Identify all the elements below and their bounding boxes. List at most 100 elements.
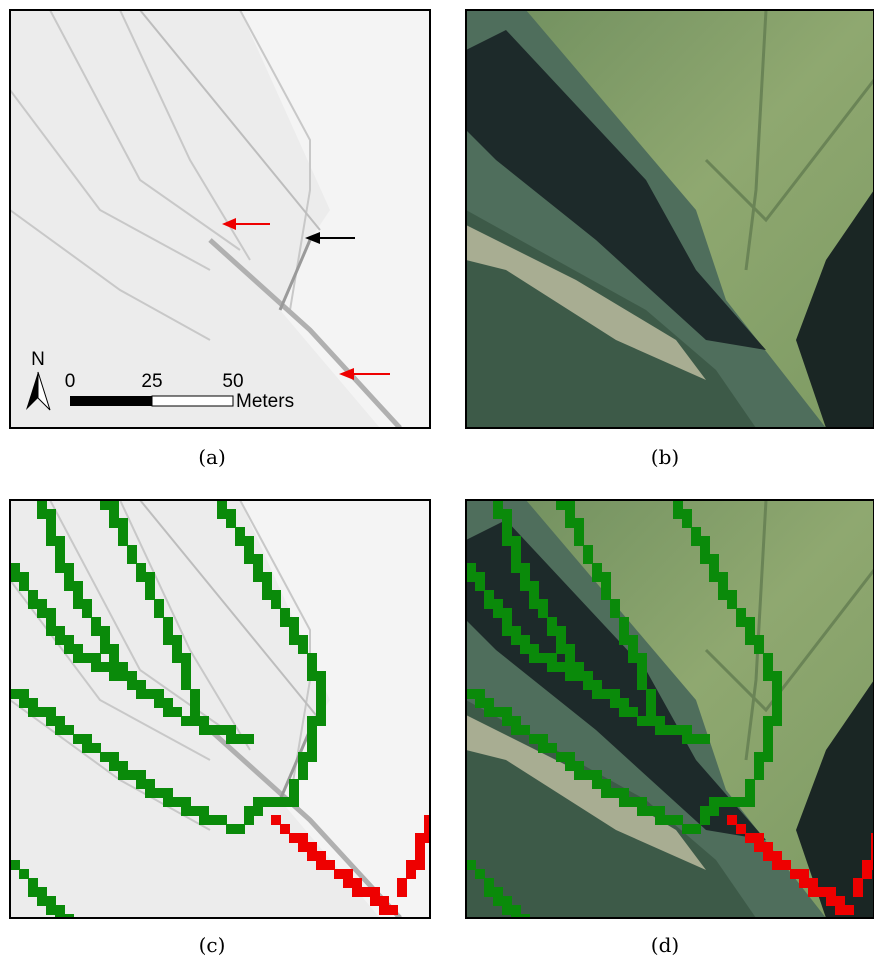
panel-b <box>466 10 874 428</box>
feature-pixel <box>280 824 290 834</box>
channel-pixel <box>610 599 620 609</box>
channel-pixel <box>109 518 119 528</box>
channel-pixel <box>502 905 512 915</box>
channel-pixel <box>280 608 290 618</box>
channel-pixel <box>718 581 728 591</box>
channel-pixel <box>28 707 38 717</box>
channel-pixel <box>511 716 521 726</box>
channel-pixel <box>574 536 584 546</box>
channel-pixel <box>190 689 200 699</box>
channel-pixel <box>316 689 326 699</box>
channel-pixel <box>289 617 299 627</box>
channel-pixel <box>208 815 218 825</box>
channel-pixel <box>127 545 137 555</box>
channel-pixel <box>163 797 173 807</box>
channel-pixel <box>28 590 38 600</box>
feature-pixel <box>415 833 425 843</box>
channel-pixel <box>646 689 656 699</box>
channel-pixel <box>154 788 164 798</box>
channel-pixel <box>529 734 539 744</box>
channel-pixel <box>628 653 638 663</box>
channel-pixel <box>772 671 782 681</box>
channel-pixel <box>307 734 317 744</box>
channel-pixel <box>754 761 764 771</box>
channel-pixel <box>118 671 128 681</box>
feature-pixel <box>835 905 845 915</box>
feature-pixel <box>298 842 308 852</box>
channel-pixel <box>46 509 56 519</box>
channel-pixel <box>73 734 83 744</box>
channel-pixel <box>466 689 476 699</box>
feature-pixel <box>307 842 317 852</box>
channel-pixel <box>709 554 719 564</box>
channel-pixel <box>91 743 101 753</box>
feature-pixel <box>307 851 317 861</box>
channel-pixel <box>253 806 263 816</box>
channel-pixel <box>118 536 128 546</box>
channel-pixel <box>298 761 308 771</box>
channel-pixel <box>136 680 146 690</box>
channel-pixel <box>700 815 710 825</box>
channel-pixel <box>700 806 710 816</box>
channel-pixel <box>316 671 326 681</box>
scale-label: 25 <box>141 371 162 392</box>
channel-pixel <box>493 500 503 510</box>
channel-pixel <box>583 671 593 681</box>
channel-pixel <box>511 536 521 546</box>
channel-pixel <box>199 815 209 825</box>
channel-pixel <box>55 725 65 735</box>
channel-pixel <box>493 896 503 906</box>
channel-pixel <box>529 581 539 591</box>
channel-pixel <box>172 653 182 663</box>
channel-pixel <box>511 563 521 573</box>
channel-pixel <box>691 536 701 546</box>
channel-pixel <box>574 761 584 771</box>
channel-pixel <box>763 662 773 672</box>
channel-pixel <box>163 788 173 798</box>
channel-pixel <box>226 518 236 528</box>
feature-pixel <box>817 887 827 897</box>
channel-pixel <box>592 572 602 582</box>
channel-pixel <box>28 878 38 888</box>
channel-pixel <box>10 572 20 582</box>
channel-pixel <box>628 635 638 645</box>
channel-pixel <box>253 797 263 807</box>
channel-pixel <box>565 653 575 663</box>
channel-pixel <box>565 752 575 762</box>
channel-pixel <box>19 689 29 699</box>
feature-pixel <box>388 905 398 915</box>
channel-pixel <box>763 725 773 735</box>
channel-pixel <box>736 797 746 807</box>
channel-pixel <box>190 806 200 816</box>
channel-pixel <box>502 707 512 717</box>
channel-pixel <box>583 680 593 690</box>
channel-pixel <box>172 707 182 717</box>
channel-pixel <box>601 590 611 600</box>
channel-pixel <box>307 752 317 762</box>
feature-pixel <box>325 860 335 870</box>
channel-pixel <box>82 743 92 753</box>
channel-pixel <box>262 797 272 807</box>
channel-pixel <box>538 653 548 663</box>
channel-pixel <box>172 635 182 645</box>
feature-pixel <box>853 878 863 888</box>
channel-pixel <box>163 617 173 627</box>
channel-pixel <box>136 572 146 582</box>
north-label: N <box>31 349 45 370</box>
channel-pixel <box>181 806 191 816</box>
channel-pixel <box>46 626 56 636</box>
channel-pixel <box>538 734 548 744</box>
channel-pixel <box>55 905 65 915</box>
channel-pixel <box>484 590 494 600</box>
channel-pixel <box>592 779 602 789</box>
channel-pixel <box>244 545 254 555</box>
channel-pixel <box>136 689 146 699</box>
channel-pixel <box>64 581 74 591</box>
channel-pixel <box>46 518 56 528</box>
channel-pixel <box>637 716 647 726</box>
feature-pixel <box>334 869 344 879</box>
channel-pixel <box>475 581 485 591</box>
channel-pixel <box>619 707 629 717</box>
feature-pixel <box>415 851 425 861</box>
channel-pixel <box>37 599 47 609</box>
